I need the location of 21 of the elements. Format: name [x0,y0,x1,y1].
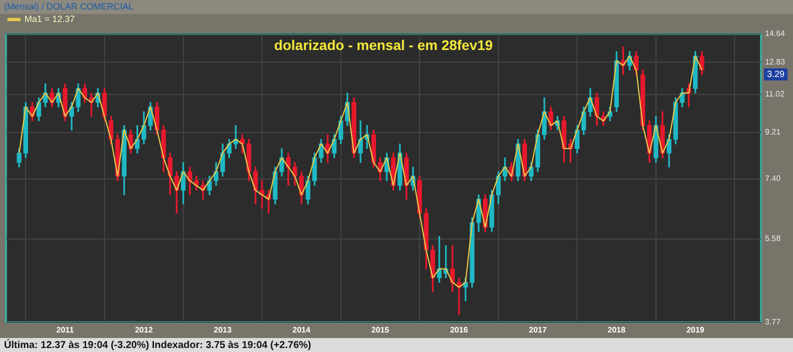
y-tick-label: 3.77 [764,318,782,327]
text: (Mensal) / DOLAR COMERCIAL [4,1,134,12]
y-tick-label: 7.40 [764,174,782,184]
x-tick-label: 2012 [134,325,154,334]
y-tick-label: 14.64 [764,29,786,38]
x-tick-label: 2011 [56,325,74,334]
y-tick-label: 5.58 [764,234,782,244]
chart-title: dolarizado - mensal - em 28fev19 [274,36,494,53]
y-tick-label: 12.83 [764,57,786,66]
x-tick-label: 2014 [292,325,311,334]
text: Última: 12.37 às 19:04 (-3.20%) Indexador: 3.75 às 19:04 (+2.76%) [4,338,312,351]
x-tick-label: 2013 [214,325,232,334]
x-tick-label: 2016 [450,325,468,334]
text: 3.29 [766,68,785,79]
x-tick-label: 2017 [528,325,548,334]
x-tick-label: 2018 [608,325,626,334]
legend-label: Ma1 = 12.37 [24,14,75,24]
x-tick-label: 2019 [686,325,705,334]
y-tick-label: 9.21 [764,128,782,137]
x-tick-label: 2015 [371,325,390,334]
y-tick-label: 11.02 [764,90,785,99]
